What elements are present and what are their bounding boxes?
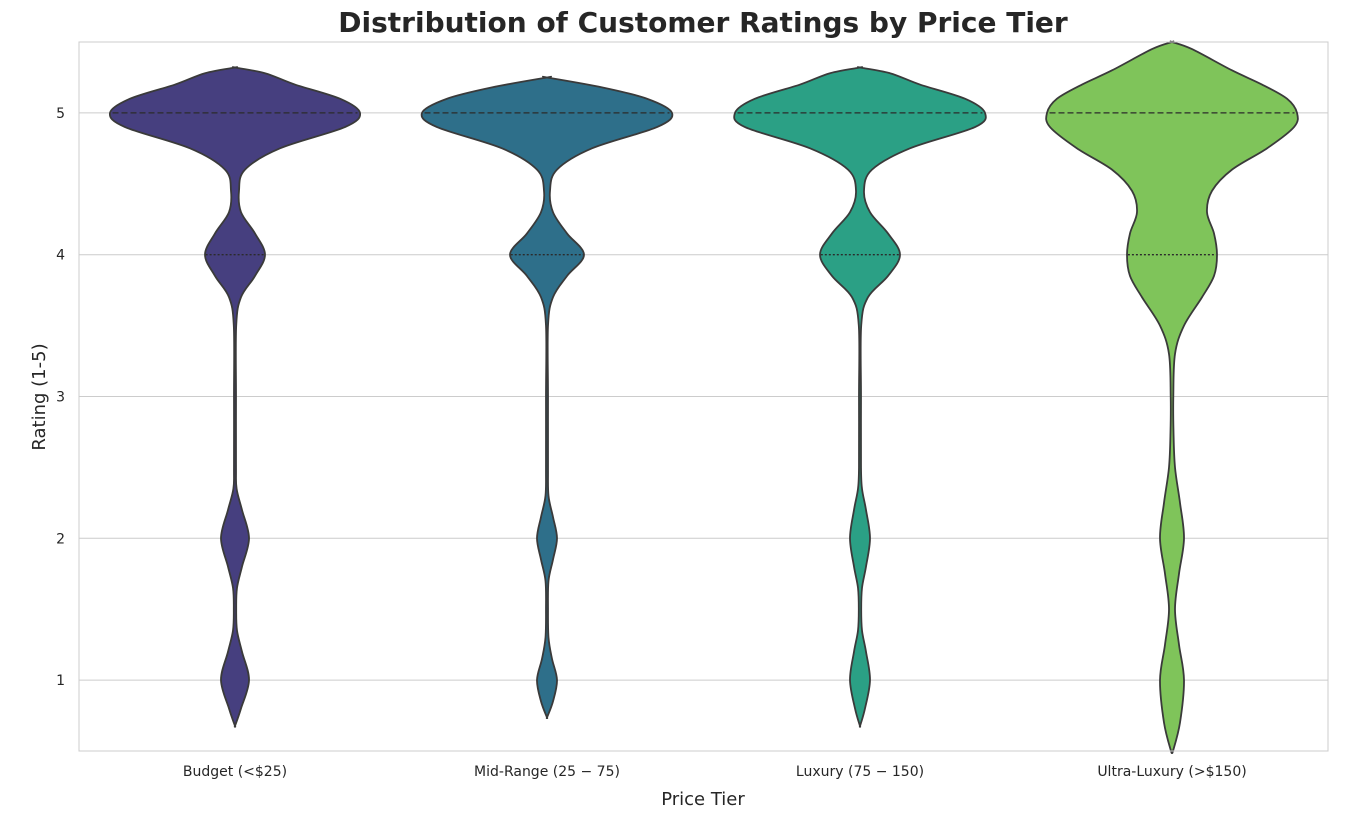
x-tick-label-4: Ultra-Luxury (>$150)	[1097, 764, 1246, 780]
y-axis-label: Rating (1-5)	[29, 343, 50, 450]
y-tick-label-4: 4	[56, 248, 65, 264]
x-tick-label-2: Mid-Range (25 − 75)	[474, 764, 620, 780]
y-tick-label-5: 5	[56, 106, 65, 122]
y-tick-labels: 1 2 3 4 5	[56, 106, 65, 689]
x-tick-labels: Budget (<$25) Mid-Range (25 − 75) Luxury (…	[183, 764, 1247, 780]
plot-frame	[78, 41, 1329, 752]
violin-2	[420, 75, 674, 720]
chart-title: Distribution of Customer Ratings by Pric…	[338, 6, 1068, 39]
x-tick-label-3: Luxury (75 − 150)	[796, 764, 924, 780]
violin-3	[733, 66, 987, 728]
violin-4	[1045, 40, 1299, 754]
x-tick-label-1: Budget (<$25)	[183, 764, 287, 780]
y-tick-label-1: 1	[56, 673, 65, 689]
y-tick-label-2: 2	[56, 531, 65, 547]
violins	[108, 40, 1299, 754]
violin-1	[108, 66, 362, 728]
x-axis-label: Price Tier	[661, 789, 745, 810]
y-tick-label-3: 3	[56, 390, 65, 406]
